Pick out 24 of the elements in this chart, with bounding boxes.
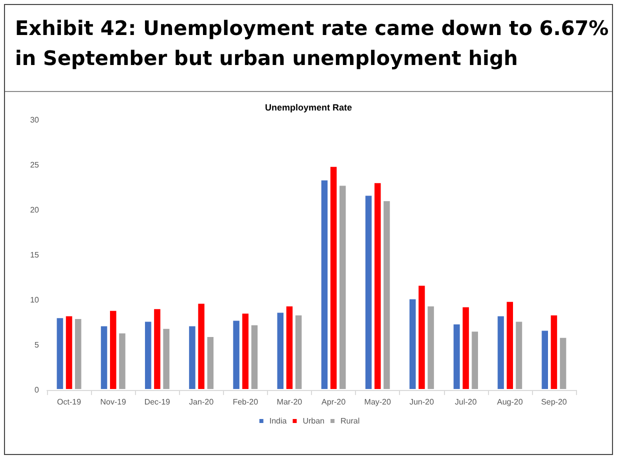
- x-tick-label: Oct-19: [57, 398, 82, 406]
- x-tick-label: Jul-20: [454, 398, 478, 406]
- y-tick-label: 10: [30, 296, 40, 304]
- y-tick-label: 5: [34, 340, 40, 350]
- legend-label: Urban: [302, 416, 325, 426]
- x-tick-label: May-20: [364, 398, 392, 406]
- y-tick-label: 30: [30, 116, 40, 124]
- chart-subtitle: Unemployment Rate: [264, 102, 352, 112]
- y-tick-label: 25: [30, 160, 40, 170]
- y-tick-label: 0: [34, 386, 40, 394]
- x-tick-label: Jan-20: [189, 398, 214, 406]
- x-tick-label: Feb-20: [232, 398, 259, 406]
- x-tick-label: Mar-20: [276, 398, 303, 406]
- y-tick-label: 15: [30, 250, 40, 260]
- x-tick-label: Jun-20: [409, 398, 434, 406]
- y-tick-label: 20: [30, 206, 40, 214]
- x-tick-label: Apr-20: [322, 398, 346, 406]
- x-tick-label: Dec-19: [144, 398, 171, 406]
- legend-label: Rural: [340, 416, 360, 426]
- x-tick-label: Aug-20: [496, 398, 524, 406]
- legend-label: India: [269, 416, 288, 426]
- x-tick-label: Sep-20: [541, 398, 568, 406]
- chart-title: Exhibit 42: Unemployment rate came down to 6.67% in September but urban unemployment high: [14, 15, 610, 72]
- x-tick-label: Nov-19: [100, 398, 127, 406]
